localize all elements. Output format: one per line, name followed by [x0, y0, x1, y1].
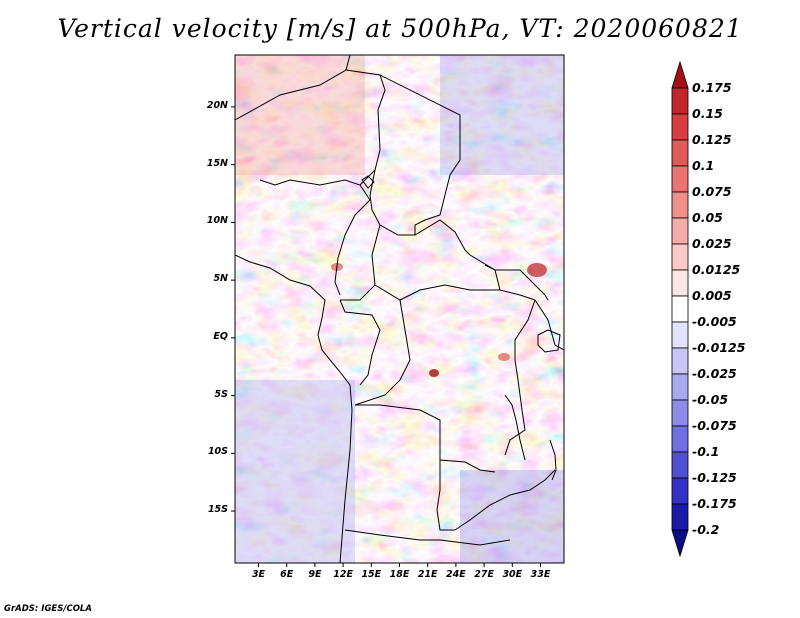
colorbar-arrow-bottom [671, 529, 689, 558]
colorbar-label: -0.005 [692, 314, 737, 329]
colorbar-segment [671, 425, 689, 453]
colorbar-segment [671, 191, 689, 219]
border-north [235, 55, 351, 121]
northeast-blue-region [440, 55, 564, 175]
colorbar [671, 60, 689, 558]
lat-label: 5S [214, 388, 228, 400]
colorbar-label: 0.175 [692, 80, 732, 95]
colorbar-label: 0.05 [692, 210, 723, 225]
lat-ticks [231, 106, 235, 512]
border-south-sudan [469, 254, 549, 301]
lon-label: 15E [361, 569, 382, 580]
lat-label: 10S [207, 446, 228, 458]
lat-label: 15S [207, 504, 228, 516]
colorbar-label: 0.005 [692, 288, 732, 303]
lon-label: 9E [308, 569, 322, 580]
convective-cell-center [429, 369, 439, 377]
lon-ticks [258, 563, 541, 567]
border-nigeria-cameroon [259, 179, 371, 201]
colorbar-label: 0.025 [692, 236, 732, 251]
lake-tanganyika [504, 394, 526, 461]
border-chad-car [369, 169, 471, 256]
colorbar-segment [671, 113, 689, 141]
colorbar-arrow-top [671, 60, 689, 89]
lat-label: 5N [213, 273, 228, 285]
colorbar-segment [671, 243, 689, 271]
lon-label: 21E [417, 569, 438, 580]
colorbar-label: -0.2 [692, 522, 720, 537]
colorbar-label: -0.0125 [692, 340, 746, 355]
colorbar-label: -0.175 [692, 496, 737, 511]
colorbar-segment [671, 373, 689, 401]
convective-cell-lake [498, 353, 510, 361]
grads-credit: GrADS: IGES/COLA [4, 604, 92, 614]
southeast-blue-region [460, 470, 564, 563]
map-title: Vertical velocity [m/s] at 500hPa, VT: 2… [57, 14, 743, 43]
border-drc-north [374, 284, 536, 301]
border-drc-east [504, 299, 536, 456]
colorbar-segment [671, 503, 689, 531]
lat-label: EQ [213, 330, 228, 342]
colorbar-label: -0.025 [692, 366, 737, 381]
border-cameroon [334, 199, 371, 296]
colorbar-label: -0.05 [692, 392, 729, 407]
colorbar-label: 0.15 [692, 106, 723, 121]
colorbar-segment [671, 347, 689, 375]
colorbar-segment [671, 295, 689, 323]
colorbar-segment [671, 451, 689, 479]
colorbar-label: 0.125 [692, 132, 732, 147]
border-angola-zambia [436, 460, 455, 531]
lat-label: 15N [206, 157, 228, 169]
colorbar-label: 0.1 [692, 158, 715, 173]
convective-cell-east [527, 263, 547, 277]
border-zambia [454, 469, 556, 531]
colorbar-segment [671, 217, 689, 245]
colorbar-segment [671, 139, 689, 167]
lon-label: 12E [333, 569, 353, 580]
colorbar-segment [671, 477, 689, 505]
lon-label: 27E [474, 569, 494, 580]
lat-label: 20N [206, 99, 228, 111]
lake-victoria [537, 329, 561, 353]
colorbar-segment [671, 269, 689, 297]
border-east-misc [484, 264, 501, 291]
colorbar-label: -0.075 [692, 418, 737, 433]
lake-malawi [549, 439, 557, 481]
map-field-overlays [235, 55, 564, 563]
colorbar-label: -0.1 [692, 444, 720, 459]
northwest-red-region [235, 55, 365, 175]
border-angola-south [344, 529, 511, 546]
colorbar-label: -0.125 [692, 470, 737, 485]
border-west-coast [235, 254, 353, 563]
lon-label: 18E [389, 569, 410, 580]
border-tanzania [534, 299, 564, 351]
map-field-texture [235, 55, 564, 563]
colorbar-segment [671, 399, 689, 427]
border-drc-west [354, 299, 411, 406]
border-congo-drc [339, 299, 381, 386]
lon-label: 6E [280, 569, 294, 580]
border-sudan-chad [414, 115, 461, 235]
border-drc-angola [355, 404, 496, 473]
lon-label: 30E [502, 569, 523, 580]
lon-label: 33E [530, 569, 551, 580]
colorbar-segment [671, 165, 689, 193]
lat-label: 10N [206, 215, 228, 227]
lake-chad [361, 175, 375, 189]
colorbar-segment [671, 321, 689, 349]
colorbar-label: 0.075 [692, 184, 732, 199]
south-blue-region [235, 380, 355, 563]
lon-label: 3E [251, 569, 266, 580]
colorbar-label: 0.0125 [692, 262, 741, 277]
lon-label: 24E [446, 569, 466, 580]
country-borders [235, 55, 564, 563]
colorbar-segment [671, 87, 689, 115]
